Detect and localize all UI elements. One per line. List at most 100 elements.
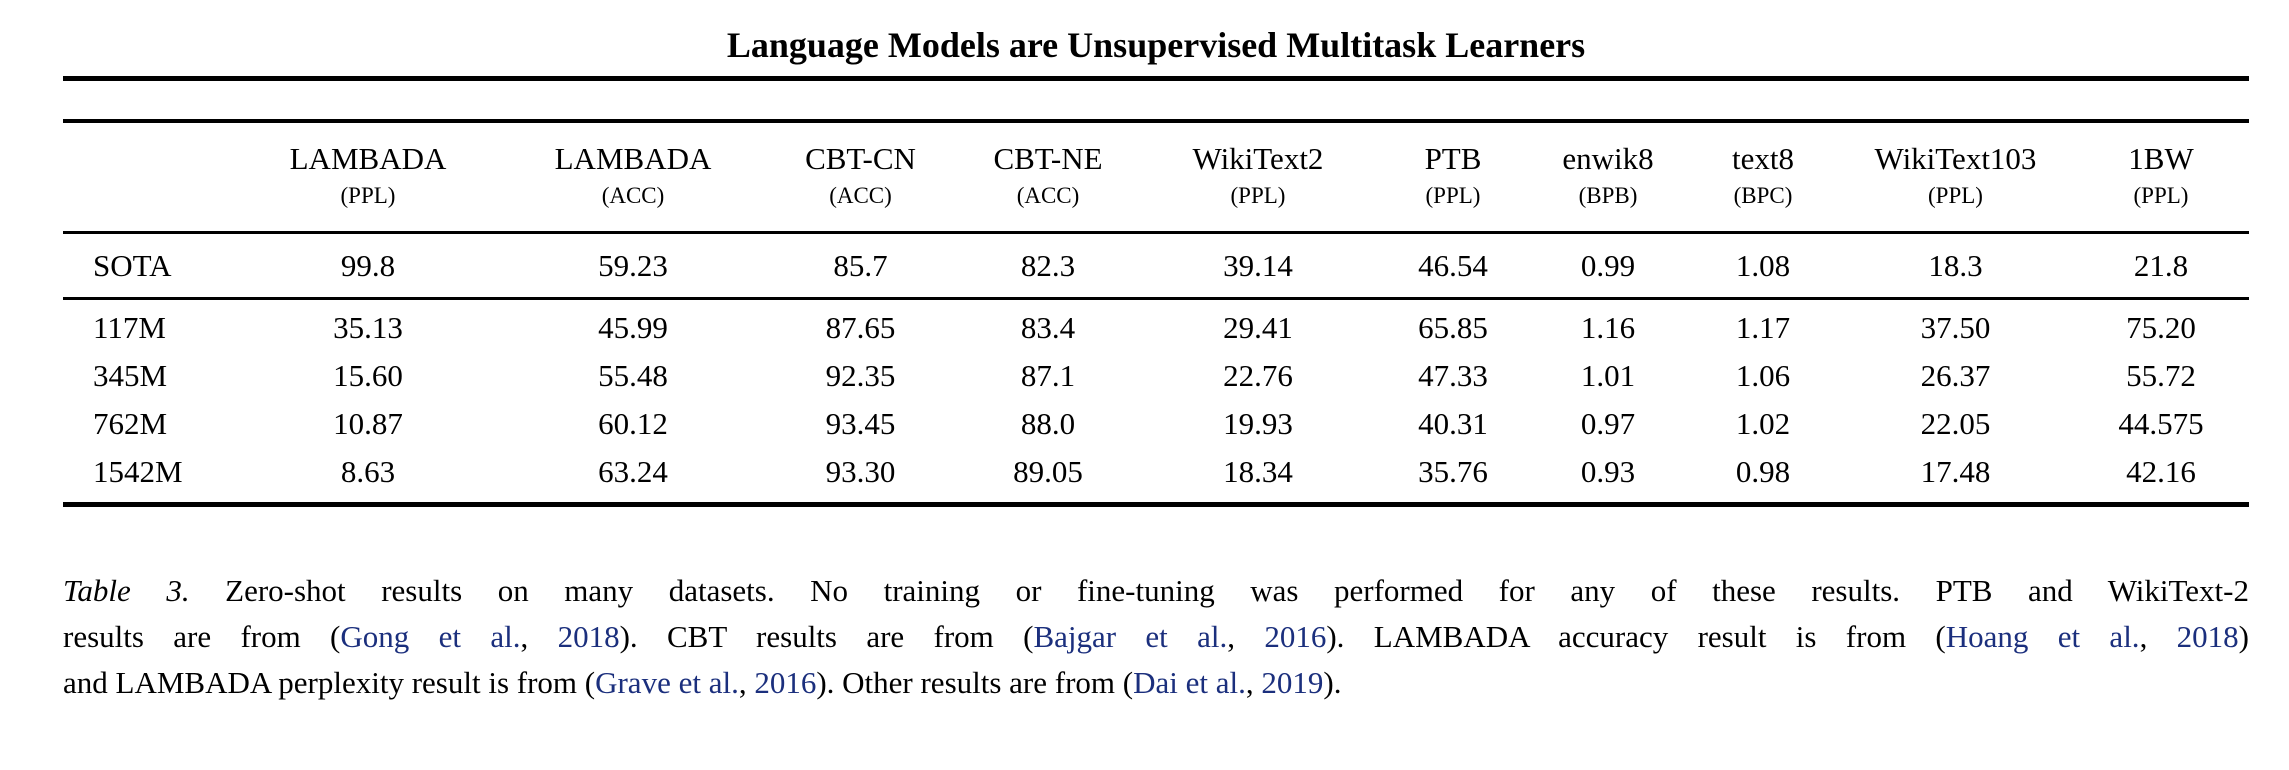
table-cell: 0.99 <box>1528 232 1688 300</box>
column-metric: (ACC) <box>1016 183 1080 208</box>
paper-title: Language Models are Unsupervised Multita… <box>726 25 1586 65</box>
caption-text: ). <box>1323 665 1342 700</box>
caption-text: results are from ( <box>63 619 341 654</box>
citation-link[interactable]: 2019 <box>1261 665 1324 700</box>
table-cell: 92.35 <box>825 358 896 393</box>
caption-line: Table 3. Zero-shot results on many datas… <box>63 568 2249 614</box>
column-header-wikitext103: WikiText103 (PPL) <box>1838 121 2073 234</box>
column-metric: (PPL) <box>340 183 396 208</box>
sota-section: SOTA 99.8 59.23 85.7 82.3 39.14 46.54 0.99 1.08 1… <box>63 232 2249 300</box>
caption-text: ). CBT results are from ( <box>619 619 1034 654</box>
table-cell: 47.33 <box>1418 358 1488 393</box>
table-cell: 0.98 <box>1735 454 1791 489</box>
table-caption: Table 3. Zero-shot results on many datas… <box>63 568 2249 706</box>
results-table: LAMBADA (PPL) LAMBADA (ACC) CBT-CN (ACC) CBT-N… <box>63 119 2249 507</box>
column-header-cbt-ne: CBT-NE (ACC) <box>958 121 1138 234</box>
column-name: LAMBADA <box>554 141 712 176</box>
table-cell: 59.23 <box>503 232 763 300</box>
column-metric: (BPC) <box>1733 183 1793 208</box>
table-cell: 46.54 <box>1378 232 1528 300</box>
column-header-lambada: LAMBADA (PPL) <box>233 121 503 234</box>
citation-link[interactable]: Bajgar et al. <box>1033 619 1228 654</box>
table-cell: 55.72 <box>2126 358 2196 393</box>
column-name: WikiText2 <box>1192 141 1324 176</box>
table-cell: 55.48 <box>598 358 668 393</box>
title-rule <box>63 76 2249 81</box>
table-cell: 44.575 <box>2118 406 2204 441</box>
table-cell: 88.0 <box>1020 406 1076 441</box>
table-cell: 87.1 <box>1020 358 1076 393</box>
column-name: CBT-NE <box>993 141 1103 176</box>
table-cell: 1.17 <box>1735 310 1791 345</box>
model-row-345m: 345M 15.60 55.48 92.35 87.1 22.76 47.33 1.01 1.0… <box>63 352 2249 400</box>
table-cell: 93.45 <box>825 406 896 441</box>
column-metric: (PPL) <box>1230 183 1286 208</box>
column-metric: (PPL) <box>1928 183 1983 208</box>
row-label: 117M <box>93 310 166 345</box>
column-metric: (PPL) <box>2133 183 2189 208</box>
table-cell: 0.93 <box>1580 454 1636 489</box>
citation-link[interactable]: Hoang et al. <box>1945 619 2140 654</box>
row-label: SOTA <box>63 232 233 300</box>
table-cell: 35.13 <box>333 310 403 345</box>
caption-text: , <box>2139 619 2177 654</box>
column-metric: (BPB) <box>1578 183 1638 208</box>
table-cell: 89.05 <box>1013 454 1083 489</box>
citation-link[interactable]: 2018 <box>557 619 620 654</box>
table-cell: 83.4 <box>1020 310 1076 345</box>
model-row-762m: 762M 10.87 60.12 93.45 88.0 19.93 40.31 0.97 1.0… <box>63 400 2249 448</box>
table-cell: 1.06 <box>1735 358 1791 393</box>
model-row-1542m: 1542M 8.63 63.24 93.30 89.05 18.34 35.76 0.93 0.… <box>63 448 2249 505</box>
table-cell: 29.41 <box>1223 310 1293 345</box>
column-name: LAMBADA <box>289 141 447 176</box>
row-label: 1542M <box>93 454 183 489</box>
citation-link[interactable]: Gong et al. <box>340 619 521 654</box>
column-name: PTB <box>1424 141 1482 176</box>
caption-text: ) <box>2238 619 2249 654</box>
table-cell: 40.31 <box>1418 406 1488 441</box>
citation-link[interactable]: 2018 <box>2176 619 2239 654</box>
model-row-117m: 117M 35.13 45.99 87.65 83.4 29.41 65.85 1.16 1.1… <box>63 299 2249 353</box>
column-header-lambada: LAMBADA (ACC) <box>503 121 763 234</box>
table-cell: 19.93 <box>1223 406 1293 441</box>
model-section: 117M 35.13 45.99 87.65 83.4 29.41 65.85 1.16 1.1… <box>63 299 2249 505</box>
citation-link[interactable]: Grave et al. <box>595 665 739 700</box>
table-cell: 1.02 <box>1735 406 1791 441</box>
column-metric: (PPL) <box>1425 183 1481 208</box>
caption-text: , <box>1245 665 1262 700</box>
table-cell: 8.63 <box>340 454 396 489</box>
caption-text: Zero-shot results on many datasets. No t… <box>189 573 2249 608</box>
citation-link[interactable]: 2016 <box>754 665 817 700</box>
row-label: 762M <box>93 406 168 441</box>
caption-text: , <box>520 619 558 654</box>
table-cell: 10.87 <box>333 406 403 441</box>
table-cell: 42.16 <box>2126 454 2196 489</box>
table-cell: 15.60 <box>333 358 403 393</box>
table-cell: 26.37 <box>1920 358 1991 393</box>
table-cell: 18.3 <box>1838 232 2073 300</box>
column-name: CBT-CN <box>805 141 916 176</box>
header-row: LAMBADA (PPL) LAMBADA (ACC) CBT-CN (ACC) CBT-N… <box>63 121 2249 234</box>
table-cell: 0.97 <box>1580 406 1636 441</box>
column-name: WikiText103 <box>1874 141 2037 176</box>
column-metric: (ACC) <box>829 183 892 208</box>
table-cell: 21.8 <box>2073 232 2249 300</box>
column-name: enwik8 <box>1562 141 1654 176</box>
table-cell: 93.30 <box>825 454 896 489</box>
column-header-enwik8: enwik8 (BPB) <box>1528 121 1688 234</box>
column-name: text8 <box>1732 141 1794 176</box>
table-cell: 99.8 <box>233 232 503 300</box>
table-cell: 45.99 <box>598 310 668 345</box>
table-cell: 39.14 <box>1138 232 1378 300</box>
table-cell: 18.34 <box>1223 454 1293 489</box>
caption-text: ). LAMBADA accuracy result is from ( <box>1326 619 1946 654</box>
table-cell: 63.24 <box>598 454 668 489</box>
column-metric: (ACC) <box>601 183 665 208</box>
table-cell: 17.48 <box>1920 454 1991 489</box>
citation-link[interactable]: Dai et al. <box>1133 665 1246 700</box>
table-number-label: Table 3. <box>63 573 190 608</box>
caption-text: , <box>738 665 755 700</box>
sota-row: SOTA 99.8 59.23 85.7 82.3 39.14 46.54 0.99 1.08 1… <box>63 232 2249 300</box>
citation-link[interactable]: 2016 <box>1264 619 1327 654</box>
